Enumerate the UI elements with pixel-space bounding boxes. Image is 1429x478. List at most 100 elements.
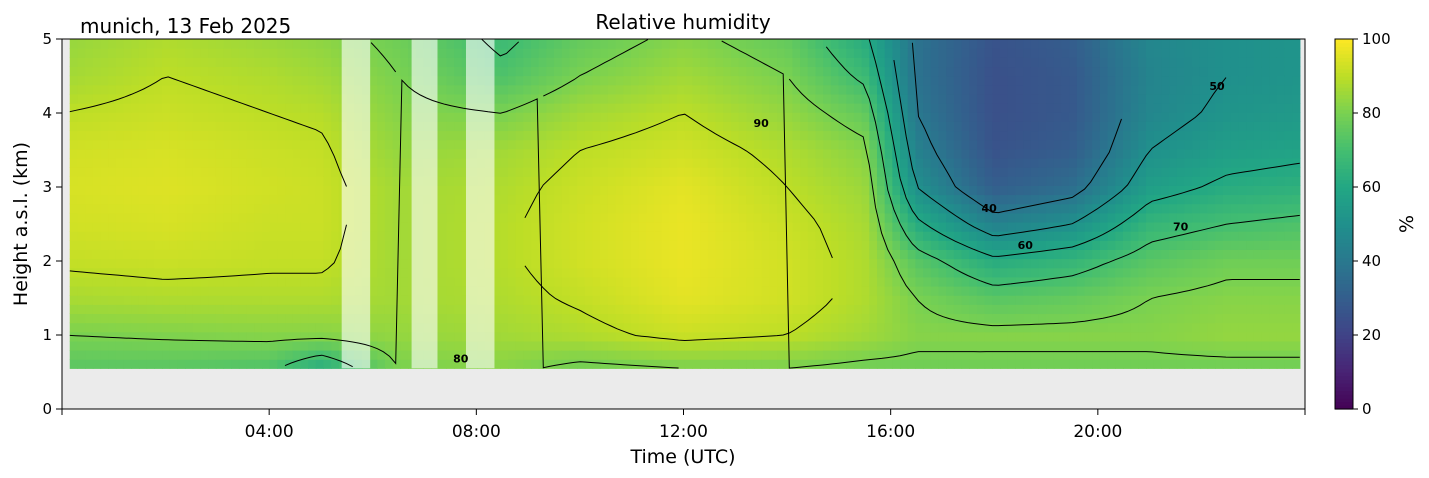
heatmap-cell [853, 258, 863, 269]
heatmap-cell [254, 84, 263, 95]
heatmap-cell [492, 93, 501, 104]
heatmap-cell [546, 221, 555, 232]
heatmap-cell [400, 313, 409, 324]
heatmap-cell [454, 167, 463, 177]
heatmap-cell [546, 84, 555, 95]
heatmap-cell [384, 304, 394, 315]
heatmap-cell [1123, 240, 1132, 250]
heatmap-cell [1130, 121, 1139, 132]
heatmap-cell [869, 203, 878, 214]
heatmap-cell [454, 148, 463, 159]
heatmap-cell [515, 322, 524, 333]
heatmap-cell [654, 39, 663, 49]
heatmap-cell [784, 258, 794, 269]
heatmap-cell [630, 331, 640, 342]
heatmap-cell [285, 75, 294, 86]
heatmap-cell [577, 249, 586, 260]
heatmap-cell [500, 121, 509, 132]
heatmap-cell [223, 48, 232, 58]
heatmap-cell [592, 313, 601, 324]
heatmap-cell [315, 340, 325, 351]
heatmap-cell [392, 39, 401, 49]
heatmap-cell [231, 176, 240, 186]
heatmap-cell [1107, 148, 1116, 159]
heatmap-cell [592, 240, 601, 250]
heatmap-cell [623, 203, 632, 214]
heatmap-cell [369, 249, 378, 260]
heatmap-cell [677, 39, 686, 49]
heatmap-cell [138, 249, 148, 260]
heatmap-cell [869, 157, 878, 168]
heatmap-cell [285, 267, 294, 278]
heatmap-cell [315, 295, 325, 305]
heatmap-cell [630, 340, 640, 351]
heatmap-cell [953, 57, 963, 68]
heatmap-cell [953, 176, 963, 186]
heatmap-cell [661, 139, 671, 150]
heatmap-cell [323, 84, 332, 95]
heatmap-cell [661, 84, 671, 95]
heatmap-cell [684, 285, 694, 296]
heatmap-cell [707, 295, 717, 305]
heatmap-cell [753, 66, 763, 77]
heatmap-cell [323, 359, 332, 369]
heatmap-cell [438, 203, 448, 214]
heatmap-cell [1015, 185, 1024, 196]
heatmap-cell [269, 231, 278, 241]
heatmap-cell [915, 313, 924, 324]
heatmap-cell [815, 121, 824, 132]
heatmap-cell [1084, 66, 1093, 77]
heatmap-cell [600, 350, 609, 360]
heatmap-cell [984, 240, 993, 250]
heatmap-cell [1046, 148, 1055, 159]
heatmap-cell [1092, 359, 1101, 369]
heatmap-cell [377, 331, 386, 342]
heatmap-cell [876, 267, 886, 278]
heatmap-cell [1038, 249, 1047, 260]
heatmap-cell [1053, 212, 1063, 223]
heatmap-cell [938, 176, 947, 186]
heatmap-cell [638, 322, 647, 333]
heatmap-cell [707, 231, 717, 241]
heatmap-cell [777, 331, 786, 342]
heatmap-cell [531, 157, 540, 168]
heatmap-cell [569, 66, 578, 77]
heatmap-cell [600, 103, 609, 113]
heatmap-cell [162, 103, 171, 113]
heatmap-cell [1099, 176, 1109, 186]
heatmap-cell [223, 148, 232, 159]
heatmap-cell [1084, 84, 1093, 95]
heatmap-cell [792, 57, 801, 68]
heatmap-cell [600, 203, 609, 214]
heatmap-cell [984, 285, 993, 296]
heatmap-cell [238, 212, 248, 223]
heatmap-cell [1023, 194, 1032, 205]
heatmap-cell [953, 93, 963, 104]
heatmap-cell [976, 57, 986, 68]
heatmap-cell [984, 130, 993, 141]
heatmap-cell [384, 48, 394, 58]
heatmap-cell [69, 48, 79, 58]
heatmap-cell [115, 359, 125, 369]
heatmap-cell [554, 194, 563, 205]
heatmap-cell [846, 194, 855, 205]
heatmap-cell [100, 48, 109, 58]
heatmap-cell [969, 93, 978, 104]
heatmap-cell [77, 340, 86, 351]
heatmap-cell [1092, 93, 1101, 104]
heatmap-cell [738, 313, 747, 324]
heatmap-cell [1030, 39, 1040, 49]
heatmap-cell [231, 66, 240, 77]
heatmap-cell [715, 267, 724, 278]
heatmap-cell [377, 157, 386, 168]
heatmap-cell [192, 313, 202, 324]
heatmap-cell [1038, 359, 1047, 369]
heatmap-cell [830, 285, 840, 296]
heatmap-cell [208, 185, 217, 196]
heatmap-cell [192, 39, 202, 49]
heatmap-cell [815, 340, 824, 351]
heatmap-cell [162, 57, 171, 68]
heatmap-cell [615, 121, 624, 132]
heatmap-cell [900, 39, 909, 49]
heatmap-cell [208, 93, 217, 104]
